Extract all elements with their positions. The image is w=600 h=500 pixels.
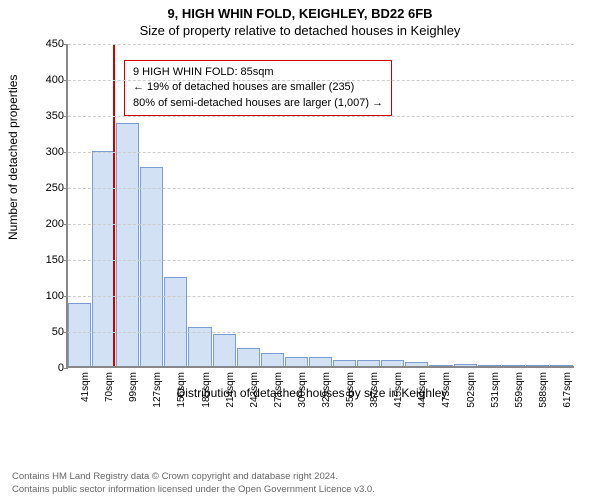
plot-area: 9 HIGH WHIN FOLD: 85sqm ← 19% of detache… [66,44,574,368]
y-tick-label: 100 [34,290,64,302]
y-tick-mark [63,44,68,45]
gridline [68,116,574,117]
bar [429,365,452,366]
gridline [68,44,574,45]
bar [285,357,308,366]
y-tick-label: 200 [34,218,64,230]
y-tick-label: 50 [34,326,64,338]
gridline [68,152,574,153]
bar [502,365,525,366]
info-line-2: ← 19% of detached houses are smaller (23… [133,80,383,95]
bar [550,365,573,366]
gridline [68,260,574,261]
bar [140,167,163,366]
chart-area: 9 HIGH WHIN FOLD: 85sqm ← 19% of detache… [44,44,580,424]
bar [405,362,428,366]
bar [68,303,91,366]
info-line-1: 9 HIGH WHIN FOLD: 85sqm [133,65,383,80]
y-axis-label: Number of detached properties [6,75,20,240]
bar [478,365,501,366]
bar [381,360,404,366]
gridline [68,296,574,297]
bar [309,357,332,366]
info-line-3: 80% of semi-detached houses are larger (… [133,96,383,111]
bar [237,348,260,366]
y-tick-label: 450 [34,38,64,50]
y-tick-label: 0 [34,362,64,374]
y-tick-mark [63,332,68,333]
y-tick-mark [63,224,68,225]
bar [164,277,187,366]
bar [526,365,549,366]
y-tick-mark [63,368,68,369]
footer-line-2: Contains public sector information licen… [12,484,375,496]
gridline [68,224,574,225]
y-tick-mark [63,188,68,189]
y-tick-mark [63,152,68,153]
y-tick-mark [63,260,68,261]
info-box: 9 HIGH WHIN FOLD: 85sqm ← 19% of detache… [124,60,392,116]
bar [454,364,477,366]
gridline [68,332,574,333]
bar [116,123,139,366]
y-tick-mark [63,296,68,297]
gridline [68,80,574,81]
footer-line-1: Contains HM Land Registry data © Crown c… [12,471,375,483]
y-tick-mark [63,116,68,117]
title-sub: Size of property relative to detached ho… [0,21,600,42]
bar [333,360,356,366]
bar [261,353,284,366]
x-axis-label: Distribution of detached houses by size … [44,386,580,400]
y-tick-mark [63,80,68,81]
footer: Contains HM Land Registry data © Crown c… [12,471,375,496]
marker-line [113,44,115,366]
y-tick-label: 400 [34,74,64,86]
bar [357,360,380,366]
y-tick-label: 300 [34,146,64,158]
gridline [68,188,574,189]
y-tick-label: 150 [34,254,64,266]
title-main: 9, HIGH WHIN FOLD, KEIGHLEY, BD22 6FB [0,0,600,21]
y-tick-label: 250 [34,182,64,194]
y-tick-label: 350 [34,110,64,122]
bar [213,334,236,366]
